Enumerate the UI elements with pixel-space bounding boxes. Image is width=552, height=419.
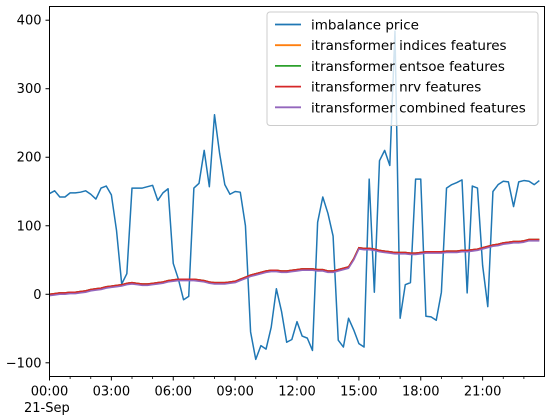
y-axis: −100 0 100 200 300 400	[6, 14, 50, 371]
y-tick-label-4: 300	[17, 82, 42, 97]
y-tick-label-3: 200	[17, 151, 42, 166]
legend-label-1: itransformer indices features	[311, 38, 507, 54]
legend-label-4: itransformer combined features	[311, 100, 526, 116]
x-tick-label-5: 15:00	[340, 385, 377, 400]
x-date-label: 21-Sep	[24, 401, 70, 416]
x-tick-label-6: 18:00	[402, 385, 439, 400]
y-tick-label-5: 400	[17, 14, 42, 29]
series-line-4	[49, 240, 540, 297]
x-tick-label-1: 03:00	[93, 385, 130, 400]
series-line-3	[49, 238, 540, 296]
x-tick-label-2: 06:00	[155, 385, 192, 400]
x-tick-label-0: 00:00	[31, 385, 68, 400]
x-axis: 21-Sep 00:00 03:00 06:00 09:00 12:00 15:00 18:…	[24, 376, 525, 416]
legend: imbalance price itransformer indices feat…	[266, 11, 539, 126]
legend-box	[266, 11, 539, 126]
legend-label-2: itransformer entsoe features	[311, 59, 505, 75]
series-line-0	[49, 30, 540, 361]
x-tick-label-3: 09:00	[216, 385, 253, 400]
legend-label-0: imbalance price	[311, 18, 419, 34]
legend-label-3: itransformer nrv features	[311, 80, 481, 96]
series-layer	[49, 30, 540, 361]
x-tick-label-7: 21:00	[464, 385, 501, 400]
y-tick-label-1: 0	[33, 288, 41, 303]
y-tick-label-2: 100	[17, 219, 42, 234]
y-tick-label-0: −100	[6, 356, 42, 371]
x-tick-label-4: 12:00	[278, 385, 315, 400]
